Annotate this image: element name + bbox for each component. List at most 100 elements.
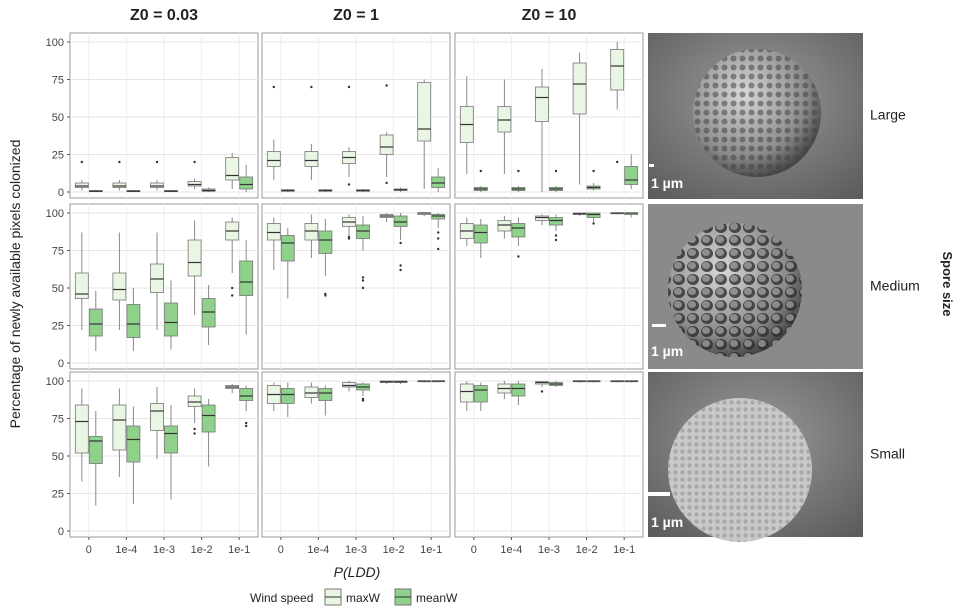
y-tick-label: 0 [58, 358, 64, 370]
box [473, 224, 488, 244]
box [417, 82, 432, 142]
y-tick-label: 50 [52, 112, 64, 124]
box [535, 215, 549, 221]
box [318, 388, 333, 401]
outlier [310, 85, 313, 89]
outlier [437, 247, 440, 251]
outlier [245, 421, 248, 425]
x-tick-label: 1e-2 [576, 544, 598, 556]
column-title: Z0 = 10 [522, 7, 577, 24]
box [473, 385, 488, 403]
x-tick-label: 1e-1 [613, 544, 635, 556]
y-tick-label: 25 [52, 150, 64, 162]
outlier [80, 160, 84, 164]
outlier [592, 169, 595, 173]
outlier [347, 183, 351, 186]
box [266, 223, 281, 241]
outlier [272, 85, 275, 89]
box [126, 425, 141, 463]
box [150, 182, 164, 188]
scale-label: 1 µm [651, 175, 683, 191]
box [318, 230, 333, 254]
box [164, 425, 178, 454]
scale-label: 1 µm [651, 514, 683, 530]
outlier [324, 292, 327, 296]
x-tick-label: 1e-2 [383, 544, 405, 556]
y-tick-label: 75 [52, 414, 64, 426]
box [280, 388, 295, 404]
outlier [361, 279, 365, 282]
outlier [193, 160, 196, 164]
outlier [245, 424, 248, 428]
box [239, 176, 254, 190]
box [549, 217, 563, 226]
column-title: Z0 = 0.03 [130, 7, 198, 24]
outlier [616, 160, 619, 164]
column-title: Z0 = 1 [333, 7, 379, 24]
row-label: Medium [870, 278, 920, 294]
outlier [554, 238, 558, 242]
outlier [592, 222, 595, 225]
box [266, 151, 281, 167]
outlier [437, 231, 440, 234]
box [164, 302, 178, 337]
outlier [437, 237, 440, 240]
box [201, 298, 216, 328]
box [511, 223, 526, 238]
box [431, 214, 446, 220]
box [304, 386, 319, 398]
row-strip-label: Spore size [940, 251, 954, 316]
x-tick-label: 1e-3 [538, 544, 560, 556]
x-axis-label: P(LDD) [334, 564, 381, 580]
box [497, 220, 512, 232]
box [393, 215, 408, 227]
x-tick-label: 1e-4 [115, 544, 137, 556]
legend-title: Wind speed [250, 591, 313, 605]
box [624, 166, 639, 185]
sem-image: 1 µm [648, 372, 863, 542]
sem-image: 1 µm [648, 33, 863, 199]
y-tick-label: 50 [52, 283, 64, 295]
box [459, 383, 474, 403]
box [187, 181, 202, 187]
box [74, 182, 89, 188]
y-tick-label: 0 [58, 187, 64, 199]
y-tick-label: 25 [52, 489, 64, 501]
y-axis-label: Percentage of newly available pixels col… [7, 140, 23, 429]
legend-label: maxW [346, 591, 381, 605]
outlier [540, 390, 544, 393]
box [88, 436, 103, 464]
row-label: Large [870, 107, 906, 123]
outlier [155, 160, 159, 164]
box [511, 383, 526, 397]
outlier [231, 294, 234, 297]
box [150, 403, 164, 431]
box [187, 395, 202, 407]
box [586, 212, 601, 218]
outlier [517, 169, 520, 173]
box [126, 304, 141, 338]
box [74, 272, 89, 299]
box [304, 151, 319, 167]
box [112, 182, 127, 188]
box [112, 404, 127, 451]
box [74, 404, 89, 454]
y-tick-label: 100 [46, 37, 64, 49]
outlier [479, 169, 482, 173]
y-tick-label: 100 [46, 208, 64, 220]
x-tick-label: 0 [278, 544, 284, 556]
y-tick-label: 0 [58, 526, 64, 538]
box [201, 404, 216, 433]
box [239, 388, 254, 401]
box [431, 176, 446, 188]
row-label: Small [870, 446, 905, 462]
x-tick-label: 1e-1 [228, 544, 250, 556]
box [225, 157, 240, 181]
outlier [361, 286, 365, 290]
outlier [118, 160, 121, 164]
box [187, 239, 202, 277]
outlier [361, 397, 365, 401]
box [342, 382, 356, 388]
box [239, 260, 254, 296]
box [150, 263, 164, 293]
